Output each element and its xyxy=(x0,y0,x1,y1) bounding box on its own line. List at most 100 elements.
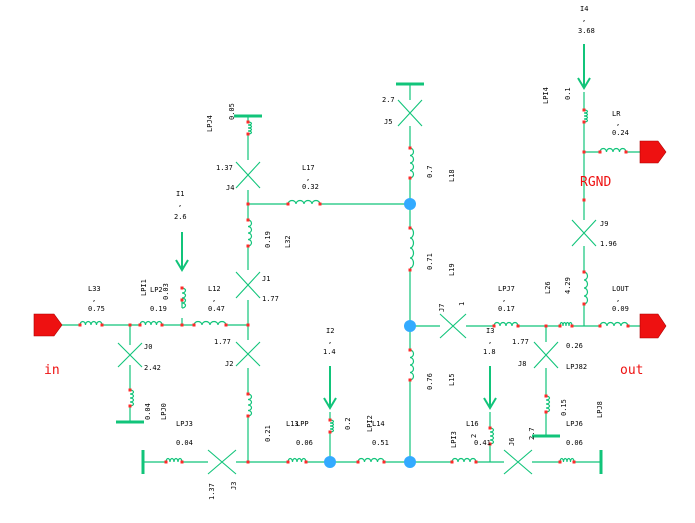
label-J9-value: 1.96 xyxy=(600,240,617,248)
inductor-LPJ3 xyxy=(165,457,183,463)
nodes xyxy=(324,198,416,468)
label-J2-id: J2 xyxy=(225,360,233,368)
label-L18-value: 0.7 xyxy=(426,165,434,178)
junction-J7 xyxy=(439,313,467,339)
label-L15-value: 0.76 xyxy=(426,373,434,390)
label-LPJ6-id: LPJ6 xyxy=(566,420,583,428)
pin-dot xyxy=(100,323,104,327)
junction-J2 xyxy=(235,341,261,367)
inductor-L19 xyxy=(409,227,415,269)
pin-dot xyxy=(224,323,228,327)
label-J1-value: 1.77 xyxy=(262,295,279,303)
junction-J4 xyxy=(235,161,261,189)
junction-J3 xyxy=(207,449,237,475)
label-LR-id: LR xyxy=(612,110,621,118)
label-LPI2-value: 0.2 xyxy=(344,417,352,430)
label-I3-value: 1.8 xyxy=(483,348,496,356)
label-I1-value: 2.6 xyxy=(174,213,187,221)
label-L17-dash: , xyxy=(306,174,310,182)
label-L32-value: 0.19 xyxy=(264,231,272,248)
pin-dot xyxy=(246,202,250,206)
port-in-icon xyxy=(33,313,63,337)
label-LPJ3-id: LPJ3 xyxy=(176,420,193,428)
label-LPJ82-value: 0.26 xyxy=(566,342,583,350)
port-out-label: out xyxy=(620,363,643,378)
label-LPJ6-value: 0.06 xyxy=(566,439,583,447)
pin-dot xyxy=(246,414,250,418)
label-L12-dash: , xyxy=(212,295,216,303)
port-in-label: in xyxy=(44,363,60,378)
pin-dot xyxy=(408,176,412,180)
label-LPJ8-id: LPJ8 xyxy=(596,401,604,418)
pin-dot xyxy=(516,324,520,328)
pin-dot xyxy=(544,394,548,398)
pin-dot xyxy=(474,460,478,464)
pin-dot xyxy=(558,460,562,464)
label-J2-value: 1.77 xyxy=(214,338,231,346)
inductors xyxy=(79,109,629,463)
label-LPJ0-value: 0.04 xyxy=(144,403,152,420)
pin-dot xyxy=(246,132,250,136)
pin-dot xyxy=(408,226,412,230)
ports xyxy=(33,140,667,339)
label-I1-dash: , xyxy=(178,200,182,208)
pin-dot xyxy=(408,268,412,272)
inductor-LPJ82 xyxy=(559,321,573,327)
label-LPI1-value: 0.03 xyxy=(162,283,170,300)
inductor-LPI4 xyxy=(583,109,589,123)
label-L18-id: L18 xyxy=(448,169,456,182)
pin-dot xyxy=(128,404,132,408)
pin-dot xyxy=(598,150,602,154)
inductor-LPJ8 xyxy=(545,395,551,413)
pin-dot xyxy=(408,146,412,150)
pin-dot xyxy=(128,323,132,327)
pin-dot xyxy=(286,460,290,464)
label-L33-dash: , xyxy=(92,295,96,303)
inductor-LPJ4 xyxy=(247,121,253,135)
current-sources xyxy=(175,44,591,410)
label-J0-value: 2.42 xyxy=(144,364,161,372)
pin-dot xyxy=(192,323,196,327)
label-LPI4-value: 0.1 xyxy=(564,87,572,100)
label-L12-id: L12 xyxy=(208,285,221,293)
pin-dots xyxy=(78,108,630,464)
label-J4-id: J4 xyxy=(226,184,234,192)
pin-dot xyxy=(180,460,184,464)
pin-dot xyxy=(304,460,308,464)
label-LPJ7-dash: , xyxy=(502,295,506,303)
label-LPI3-id: LPI3 xyxy=(450,431,458,448)
label-L16-id: L16 xyxy=(466,420,479,428)
pin-dot xyxy=(328,418,332,422)
label-LP2-id: LP2 xyxy=(150,286,163,294)
label-L19-value: 0.71 xyxy=(426,253,434,270)
label-LPJ7-value: 0.17 xyxy=(498,305,515,313)
port-rgnd-label: RGND xyxy=(580,175,611,190)
pin-dot xyxy=(408,378,412,382)
pin-dot xyxy=(246,323,250,327)
label-LPJ7-id: LPJ7 xyxy=(498,285,515,293)
label-J8-id: J8 xyxy=(518,360,526,368)
pin-dot xyxy=(582,150,586,154)
pin-dot xyxy=(318,202,322,206)
junction-J8 xyxy=(533,341,559,369)
node-mid xyxy=(404,320,416,332)
pin-dot xyxy=(544,324,548,328)
label-J7-value: 1 xyxy=(458,302,466,306)
pin-dot xyxy=(558,324,562,328)
pin-dot xyxy=(570,324,574,328)
pin-dot xyxy=(246,460,250,464)
label-J5-id: J5 xyxy=(384,118,392,126)
pin-dot xyxy=(180,298,184,302)
label-L26-id: L26 xyxy=(544,281,552,294)
label-LPI3-value: 0.41 xyxy=(474,439,491,447)
junction-J6 xyxy=(503,449,533,475)
inductor-L18 xyxy=(409,147,415,179)
label-I1-id: I1 xyxy=(176,190,184,198)
label-LPJ4-id: LPJ4 xyxy=(206,115,214,132)
pin-dot xyxy=(246,120,250,124)
pin-dot xyxy=(572,460,576,464)
junction-J9 xyxy=(571,219,597,247)
label-L14-value: 0.51 xyxy=(372,439,389,447)
label-I4-id: I4 xyxy=(580,5,588,13)
label-I3-dash: , xyxy=(488,337,492,345)
